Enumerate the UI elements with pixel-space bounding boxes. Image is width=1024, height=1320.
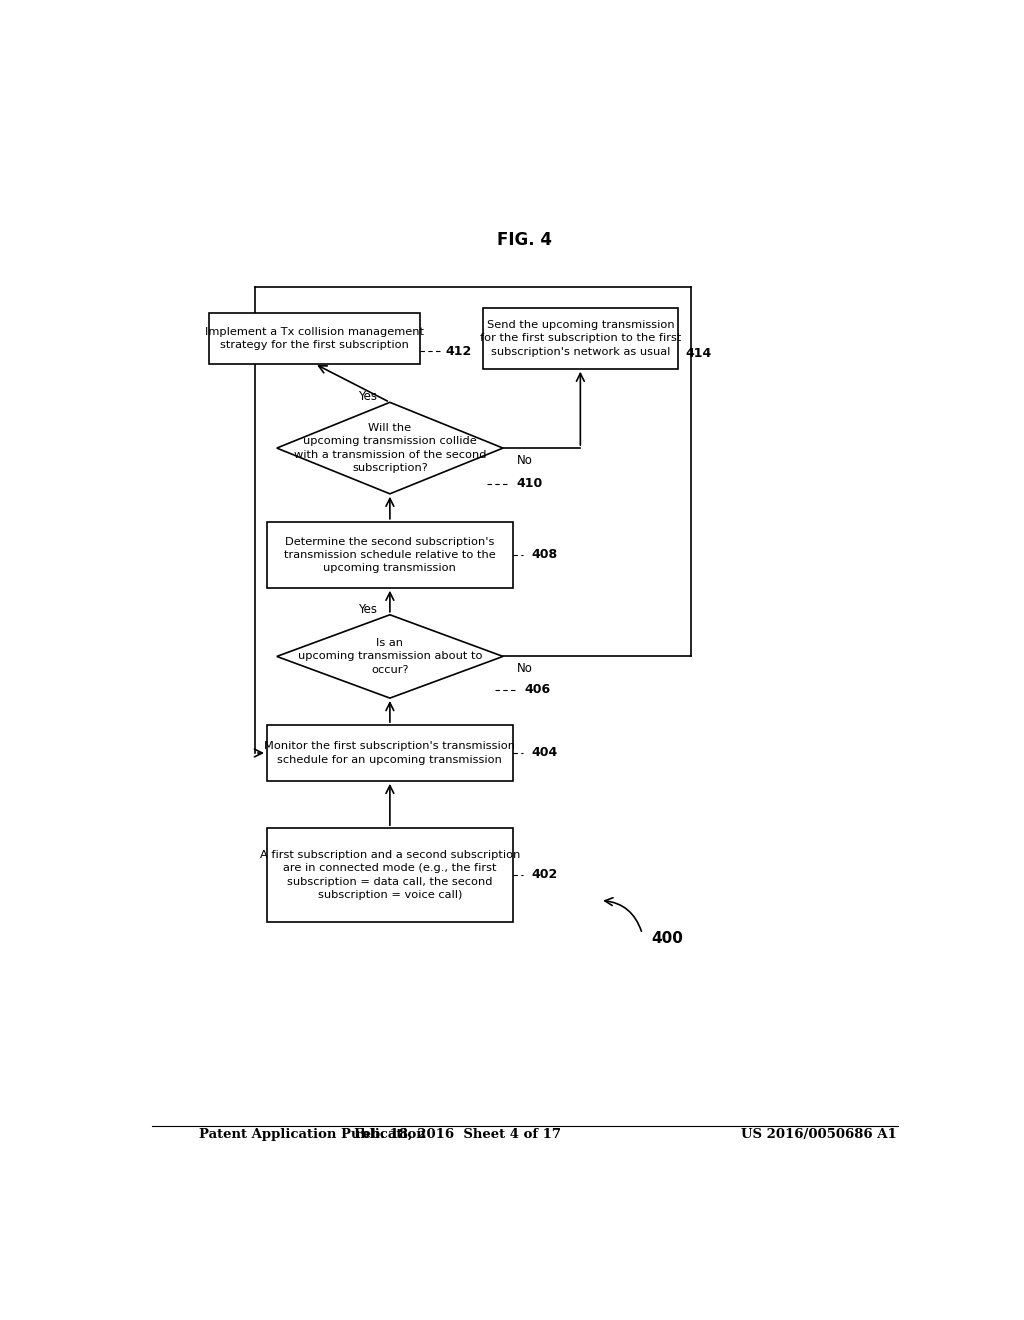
Text: 412: 412 <box>445 345 471 358</box>
Text: 408: 408 <box>531 548 557 561</box>
Text: 414: 414 <box>685 347 712 360</box>
Text: Feb. 18, 2016  Sheet 4 of 17: Feb. 18, 2016 Sheet 4 of 17 <box>354 1127 561 1140</box>
FancyBboxPatch shape <box>267 521 513 587</box>
Polygon shape <box>276 615 503 698</box>
Text: 410: 410 <box>517 477 543 490</box>
Text: Implement a Tx collision management
strategy for the first subscription: Implement a Tx collision management stra… <box>205 327 424 350</box>
Text: No: No <box>517 454 534 467</box>
Text: Send the upcoming transmission
for the first subscription to the first
subscript: Send the upcoming transmission for the f… <box>479 321 681 356</box>
Polygon shape <box>276 403 503 494</box>
Text: US 2016/0050686 A1: US 2016/0050686 A1 <box>740 1127 896 1140</box>
Text: Determine the second subscription's
transmission schedule relative to the
upcomi: Determine the second subscription's tran… <box>284 537 496 573</box>
FancyBboxPatch shape <box>267 828 513 921</box>
Text: Yes: Yes <box>358 602 377 615</box>
Text: No: No <box>517 663 534 675</box>
Text: A first subscription and a second subscription
are in connected mode (e.g., the : A first subscription and a second subscr… <box>260 850 520 900</box>
Text: 402: 402 <box>531 869 557 882</box>
FancyBboxPatch shape <box>209 313 420 364</box>
Text: Patent Application Publication: Patent Application Publication <box>200 1127 426 1140</box>
Text: FIG. 4: FIG. 4 <box>498 231 552 248</box>
Text: 400: 400 <box>652 932 684 946</box>
FancyBboxPatch shape <box>483 308 678 368</box>
Text: 406: 406 <box>524 684 551 697</box>
FancyBboxPatch shape <box>267 725 513 781</box>
Text: Yes: Yes <box>358 391 377 403</box>
Text: Will the
upcoming transmission collide
with a transmission of the second
subscri: Will the upcoming transmission collide w… <box>294 424 486 473</box>
Text: 404: 404 <box>531 747 557 759</box>
Text: Monitor the first subscription's transmission
schedule for an upcoming transmiss: Monitor the first subscription's transmi… <box>264 742 515 764</box>
Text: Is an
upcoming transmission about to
occur?: Is an upcoming transmission about to occ… <box>298 639 482 675</box>
